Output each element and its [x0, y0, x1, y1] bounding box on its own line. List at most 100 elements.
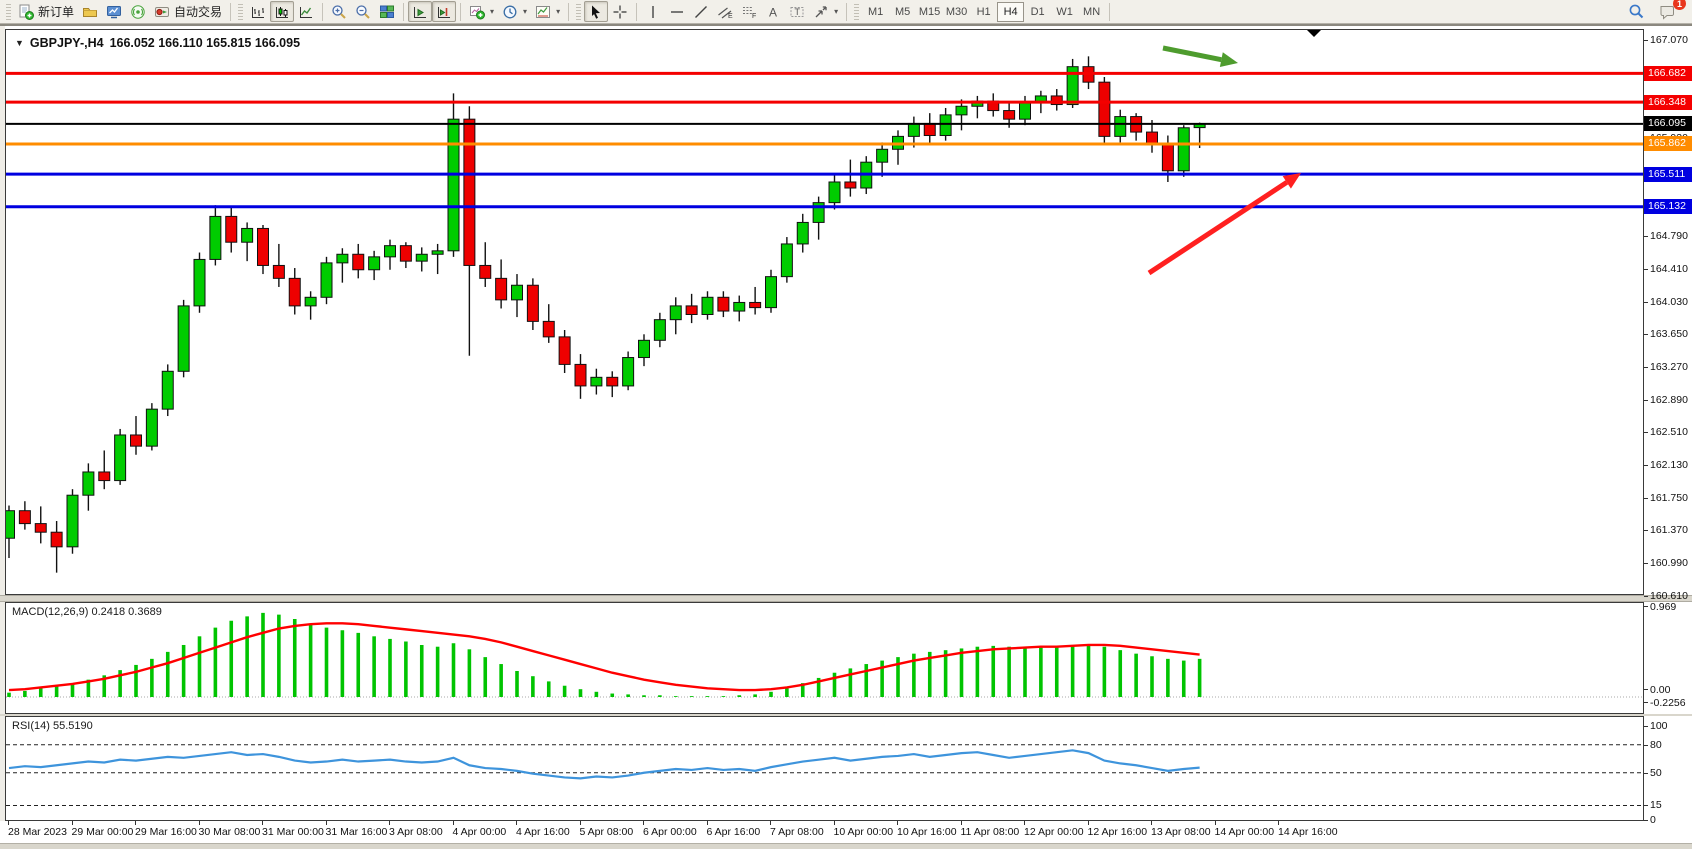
- price-tick: [1644, 236, 1648, 238]
- fibonacci-icon: F: [743, 6, 756, 20]
- time-tick-label: 10 Apr 00:00: [833, 826, 894, 838]
- main-chart-panel[interactable]: ▼ GBPJPY-,H4 166.052 166.110 165.815 166…: [5, 29, 1644, 595]
- timeframe-h4[interactable]: H4: [997, 1, 1025, 22]
- timeframe-mn[interactable]: MN: [1083, 5, 1101, 18]
- equidistant-channel-button[interactable]: E: [713, 1, 737, 22]
- trendline-button[interactable]: [689, 1, 713, 22]
- time-tick-label: 7 Apr 08:00: [770, 826, 824, 838]
- notifications-button[interactable]: 1: [1655, 0, 1686, 22]
- svg-text:F: F: [752, 13, 756, 20]
- timeframe-h1[interactable]: H1: [976, 5, 991, 18]
- rsi-axis-tick: [1644, 744, 1648, 746]
- price-tick: [1644, 268, 1648, 270]
- time-tick-label: 3 Apr 08:00: [389, 826, 443, 838]
- search-icon: [1629, 4, 1644, 19]
- text-label-button[interactable]: T: [785, 1, 809, 22]
- rsi-axis-tick: [1644, 819, 1648, 821]
- price-tick-label: 167.070: [1650, 34, 1688, 46]
- candlestick-chart-button[interactable]: [270, 1, 295, 22]
- timeframe-m5[interactable]: M5: [894, 5, 911, 18]
- profiles-button[interactable]: [78, 1, 102, 22]
- toolbar-separator: [636, 2, 638, 21]
- zoom-out-button[interactable]: [351, 1, 375, 22]
- vertical-line-icon: [652, 5, 654, 18]
- price-tick-label: 160.610: [1650, 589, 1688, 602]
- tile-windows-button[interactable]: [375, 1, 399, 22]
- macd-panel[interactable]: MACD(12,26,9) 0.2418 0.3689: [5, 602, 1644, 714]
- window-left-edge: [0, 26, 5, 843]
- time-tick-label: 5 Apr 08:00: [579, 826, 634, 838]
- cursor-icon: [592, 5, 601, 19]
- timeframe-m1[interactable]: M1: [867, 5, 884, 18]
- rsi-chart[interactable]: [6, 717, 1643, 820]
- ohlc-values: 166.052 166.110 165.815 166.095: [109, 36, 301, 50]
- time-tick-label: 6 Apr 00:00: [643, 826, 697, 838]
- panel-separator[interactable]: [0, 595, 1692, 602]
- svg-text:T: T: [795, 7, 801, 17]
- chart-title-collapse-icon[interactable]: ▼: [15, 38, 24, 48]
- price-tick: [1644, 334, 1648, 336]
- auto-trading-icon: [155, 6, 170, 17]
- time-tick: [325, 821, 327, 825]
- timeframe-m30[interactable]: M30: [945, 5, 968, 18]
- time-tick-label: 6 Apr 16:00: [706, 826, 761, 838]
- new-order-button[interactable]: 新订单: [14, 1, 78, 22]
- time-tick-label: 12 Apr 16:00: [1087, 826, 1148, 838]
- arrows-tool-button[interactable]: ▾: [809, 1, 842, 22]
- timeframe-m15[interactable]: M15: [918, 5, 941, 18]
- time-tick-label: 13 Apr 08:00: [1151, 826, 1211, 838]
- search-button[interactable]: [1624, 1, 1649, 22]
- level-price-badge: 165.511: [1644, 166, 1692, 182]
- time-tick: [1214, 821, 1216, 825]
- toolbar-separator: [322, 2, 324, 21]
- current-price-badge: 166.095: [1644, 116, 1692, 132]
- line-chart-button[interactable]: [294, 1, 318, 22]
- auto-trading-button[interactable]: 自动交易: [150, 1, 226, 22]
- indicators-button[interactable]: ▾: [465, 1, 498, 22]
- svg-text:E: E: [728, 13, 733, 20]
- toolbar-grip[interactable]: [6, 3, 11, 20]
- crosshair-button[interactable]: [608, 1, 632, 22]
- market-watch-button[interactable]: [102, 1, 126, 22]
- rsi-panel[interactable]: RSI(14) 55.5190: [5, 716, 1644, 821]
- toolbar-separator: [230, 2, 232, 21]
- macd-chart[interactable]: [6, 603, 1643, 713]
- chart-shift-button[interactable]: [432, 1, 457, 22]
- price-tick: [1644, 399, 1648, 401]
- new-order-label: 新订单: [38, 5, 75, 19]
- toolbar-grip[interactable]: [576, 3, 582, 20]
- auto-trading-label: 自动交易: [174, 5, 223, 19]
- profiles-icon: [83, 7, 98, 17]
- templates-button[interactable]: ▾: [531, 1, 564, 22]
- notification-badge: 1: [1673, 0, 1686, 10]
- bar-chart-icon: [252, 6, 265, 18]
- timeframe-d1[interactable]: D1: [1030, 5, 1045, 18]
- price-tick: [1644, 432, 1648, 434]
- periods-button[interactable]: ▾: [498, 1, 531, 22]
- toolbar-grip[interactable]: [854, 3, 860, 20]
- bar-chart-button[interactable]: [246, 1, 270, 22]
- timeframe-group: M1 M5 M15 M30 H1 H4 D1 W1 MN: [862, 1, 1105, 22]
- chevron-down-icon: ▾: [556, 7, 561, 16]
- price-tick-label: 162.130: [1650, 459, 1688, 472]
- time-tick: [135, 821, 136, 825]
- main-chart[interactable]: [6, 30, 1643, 594]
- vertical-line-button[interactable]: [641, 1, 665, 22]
- time-axis[interactable]: 28 Mar 2023 29 Mar 00:00 29 Mar 16:00 30 Ma…: [0, 821, 1692, 843]
- toolbar-grip[interactable]: [238, 3, 244, 20]
- cursor-button[interactable]: [584, 1, 609, 22]
- price-tick: [1644, 497, 1648, 499]
- text-button[interactable]: A: [761, 1, 785, 22]
- timeframe-w1[interactable]: W1: [1056, 5, 1073, 18]
- panel-separator[interactable]: [0, 714, 1692, 716]
- time-tick-label: 31 Mar 16:00: [325, 826, 388, 838]
- zoom-in-button[interactable]: [327, 1, 351, 22]
- fibonacci-button[interactable]: F: [737, 1, 761, 22]
- signals-button[interactable]: [126, 1, 150, 22]
- time-tick-label: 30 Mar 08:00: [198, 826, 261, 838]
- horizontal-line-button[interactable]: [665, 1, 689, 22]
- time-tick: [770, 821, 771, 825]
- auto-scroll-button[interactable]: [408, 1, 433, 22]
- candlestick-chart-icon: [276, 6, 289, 18]
- chevron-down-icon: ▾: [490, 7, 495, 16]
